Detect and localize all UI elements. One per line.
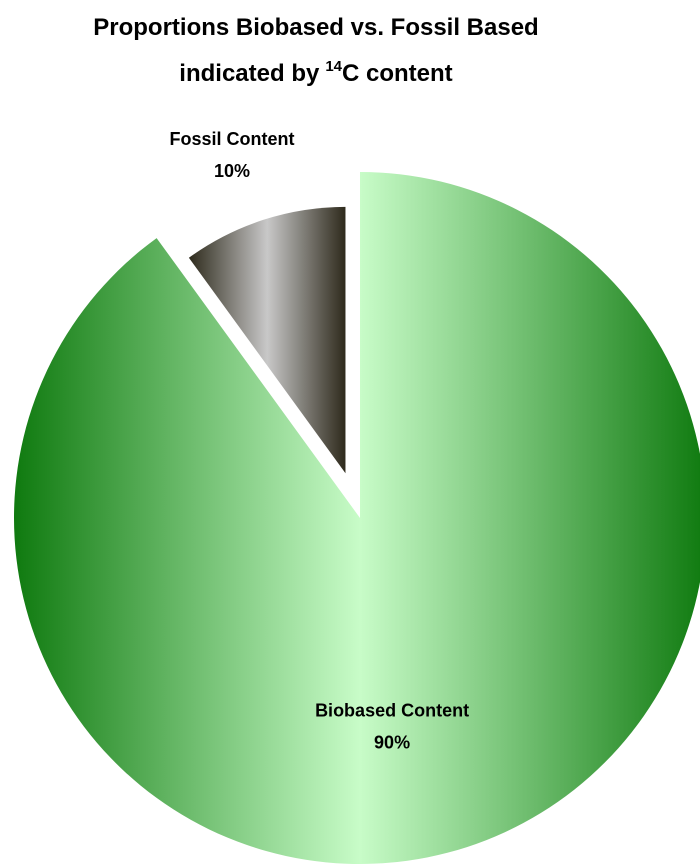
slice-name-label: Fossil Content (170, 129, 295, 149)
chart-title: Proportions Biobased vs. Fossil Based in… (0, 8, 632, 94)
slice-percent-label: 10% (214, 161, 250, 181)
chart-title-superscript: 14 (325, 58, 343, 75)
chart-title-line-1: Proportions Biobased vs. Fossil Based (93, 14, 539, 41)
slice-name-label: Biobased Content (315, 701, 469, 721)
pie-slice-biobased-content (14, 172, 700, 864)
pie-labels-group: Fossil Content 10% Biobased Content 90% (170, 129, 470, 753)
chart-title-line-2: indicated by 14C content (0, 48, 632, 94)
pie-slice-fossil-content (188, 206, 346, 474)
chart-title-suffix: C content (342, 60, 453, 87)
slice-percent-label: 90% (374, 733, 410, 753)
pie-slices-group (14, 172, 700, 864)
chart-title-prefix: indicated by (179, 60, 320, 87)
